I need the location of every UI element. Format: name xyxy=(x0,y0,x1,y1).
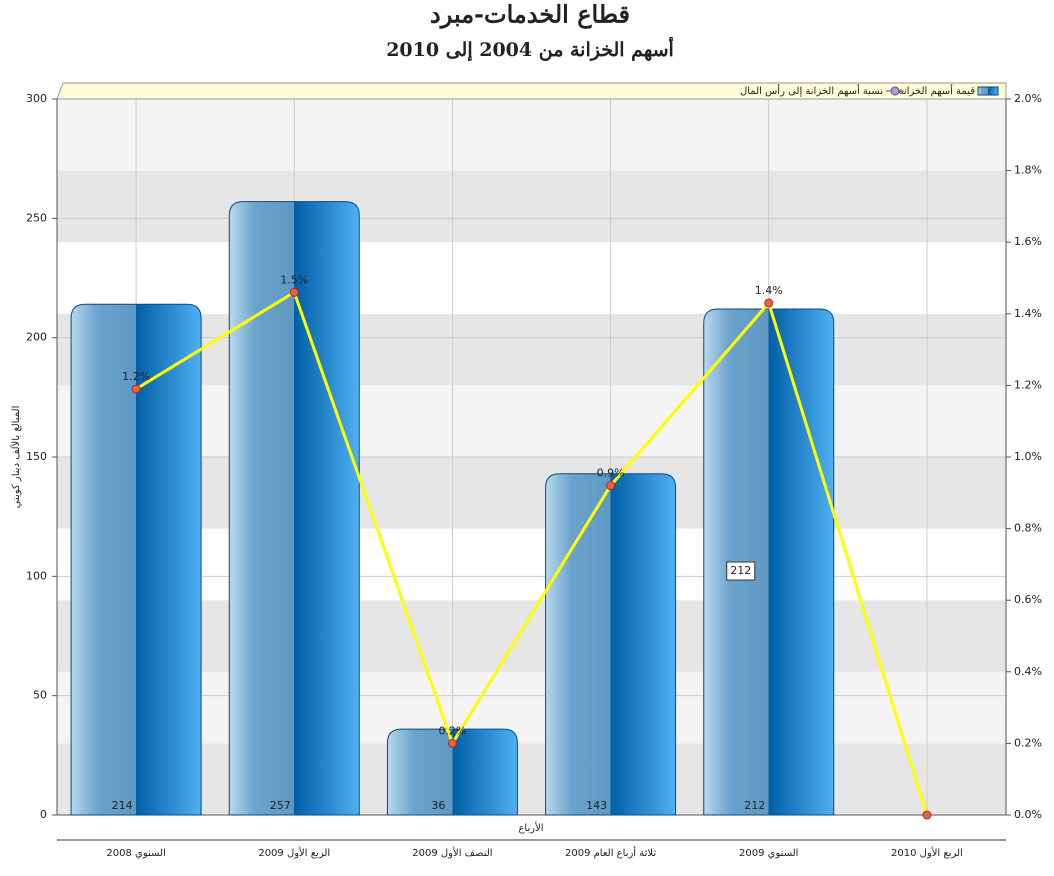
grid-band xyxy=(57,671,1006,744)
y-tick-label: 0 xyxy=(40,808,47,821)
line-marker xyxy=(606,481,616,491)
legend-box xyxy=(56,82,1007,100)
y2-tick-label: 0.4% xyxy=(1014,665,1042,678)
x-tick-label: الربع الأول 2009 xyxy=(258,846,330,859)
bar xyxy=(70,303,202,816)
grid-band xyxy=(57,457,1006,529)
y2-tick-label: 1.4% xyxy=(1014,307,1042,320)
legend-swatch xyxy=(977,86,999,96)
x-tick-label: ثلاثة أرباع العام 2009 xyxy=(565,846,656,859)
line-value-label: 1.5% xyxy=(280,273,308,286)
plot xyxy=(57,98,1006,816)
y2-tick-label: 1.6% xyxy=(1014,235,1042,248)
line-value-label: 0.9% xyxy=(597,467,625,480)
line-marker xyxy=(289,287,299,297)
y2-tick-label: 0.6% xyxy=(1014,593,1042,606)
x-tick-label: السنوي 2009 xyxy=(739,848,798,859)
grid-band xyxy=(57,528,1006,601)
grid-band xyxy=(57,242,1006,314)
x-tick-label: السنوي 2008 xyxy=(106,848,165,859)
legend-marker xyxy=(890,86,900,96)
chart-title: قطاع الخدمات-مبرد xyxy=(430,0,630,30)
bar-value-label: 143 xyxy=(586,799,607,812)
y2-tick-label: 0.8% xyxy=(1014,522,1042,535)
grid-band xyxy=(57,743,1006,815)
bar-value-label: 257 xyxy=(270,799,291,812)
y-tick-label: 50 xyxy=(33,689,47,702)
bar-value-label: 212 xyxy=(744,799,765,812)
tooltip-label: 212 xyxy=(730,564,751,577)
tooltip-box xyxy=(726,561,756,581)
bar-value-label: 214 xyxy=(112,799,133,812)
bar xyxy=(703,308,835,816)
legend-label[interactable]: قيمة أسهم الخزانة xyxy=(899,84,976,97)
y-tick-label: 200 xyxy=(26,331,47,344)
bar xyxy=(545,473,677,816)
line-marker xyxy=(764,298,774,308)
x-tick-label: الربع الأول 2010 xyxy=(891,846,963,859)
line-value-label: 0.2% xyxy=(438,724,466,737)
y2-tick-label: 2.0% xyxy=(1014,92,1042,105)
y2-tick-label: 0.0% xyxy=(1014,808,1042,821)
y2-tick-label: 0.2% xyxy=(1014,736,1042,749)
line-marker xyxy=(447,738,457,748)
x-tick-label: النصف الأول 2009 xyxy=(412,846,492,859)
line xyxy=(135,290,929,816)
legend-label[interactable]: نسبة أسهم الخزانة إلى رأس المال xyxy=(740,84,883,97)
bar xyxy=(386,728,518,816)
y-tick-label: 300 xyxy=(26,92,47,105)
line-value-label: 1.4% xyxy=(755,284,783,297)
line-marker xyxy=(131,384,141,394)
y-tick-label: 100 xyxy=(26,569,47,582)
y-tick-label: 150 xyxy=(26,450,47,463)
line-value-label: 1.2% xyxy=(122,370,150,383)
grid-band xyxy=(57,170,1006,243)
y2-tick-label: 1.0% xyxy=(1014,450,1042,463)
y-axis-title: المبالغ بالألف دينار كويتي xyxy=(9,406,22,509)
y2-tick-label: 1.8% xyxy=(1014,164,1042,177)
y2-tick-label: 1.2% xyxy=(1014,378,1042,391)
grid-band xyxy=(57,99,1006,171)
grid-band xyxy=(57,313,1006,386)
line-marker xyxy=(922,810,932,820)
x-axis-title: الأرباع xyxy=(518,821,543,834)
bar xyxy=(228,201,360,816)
chart-subtitle: أسهم الخزانة من 2004 إلى 2010 xyxy=(386,36,674,62)
bar-value-label: 36 xyxy=(431,799,445,812)
y-tick-label: 250 xyxy=(26,211,47,224)
grid-band xyxy=(57,385,1006,457)
